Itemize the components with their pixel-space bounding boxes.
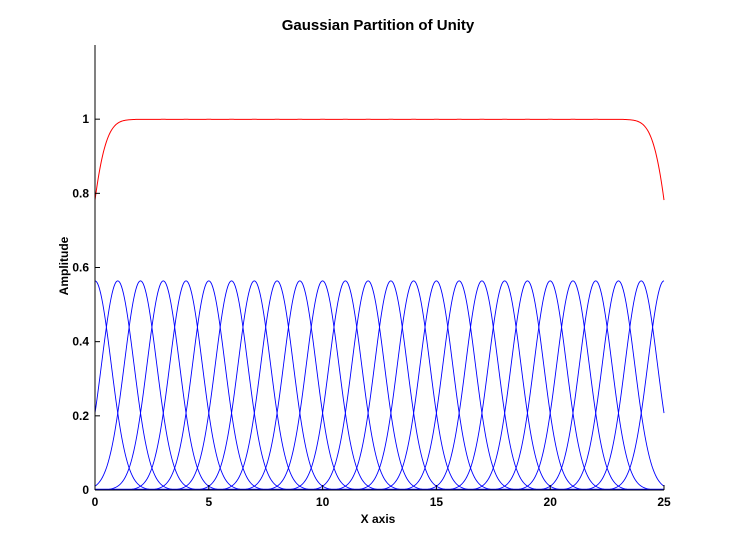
y-tick-label: 1 [82,112,89,126]
chart-title: Gaussian Partition of Unity [282,17,475,34]
x-axis-label: X axis [361,512,396,526]
y-axis-label: Amplitude [57,236,71,295]
x-tick-label: 20 [544,495,558,509]
y-tick-label: 0.6 [72,261,89,275]
x-tick-label: 10 [316,495,330,509]
y-tick-label: 0.4 [72,335,89,349]
plot-area: 0 5 10 15 20 25 0 0.2 0.4 0.6 0.8 1 [72,45,671,509]
y-ticks: 0 0.2 0.4 0.6 0.8 1 [72,112,100,497]
x-tick-label: 25 [657,495,671,509]
y-tick-label: 0 [82,483,89,497]
x-tick-label: 15 [430,495,444,509]
sum-curve-group [94,118,665,201]
y-tick-label: 0.8 [72,186,89,200]
x-tick-label: 5 [205,495,212,509]
x-ticks: 0 5 10 15 20 25 [92,485,671,509]
sum-curve [94,118,665,201]
y-tick-label: 0.2 [72,409,89,423]
x-tick-label: 0 [92,495,99,509]
